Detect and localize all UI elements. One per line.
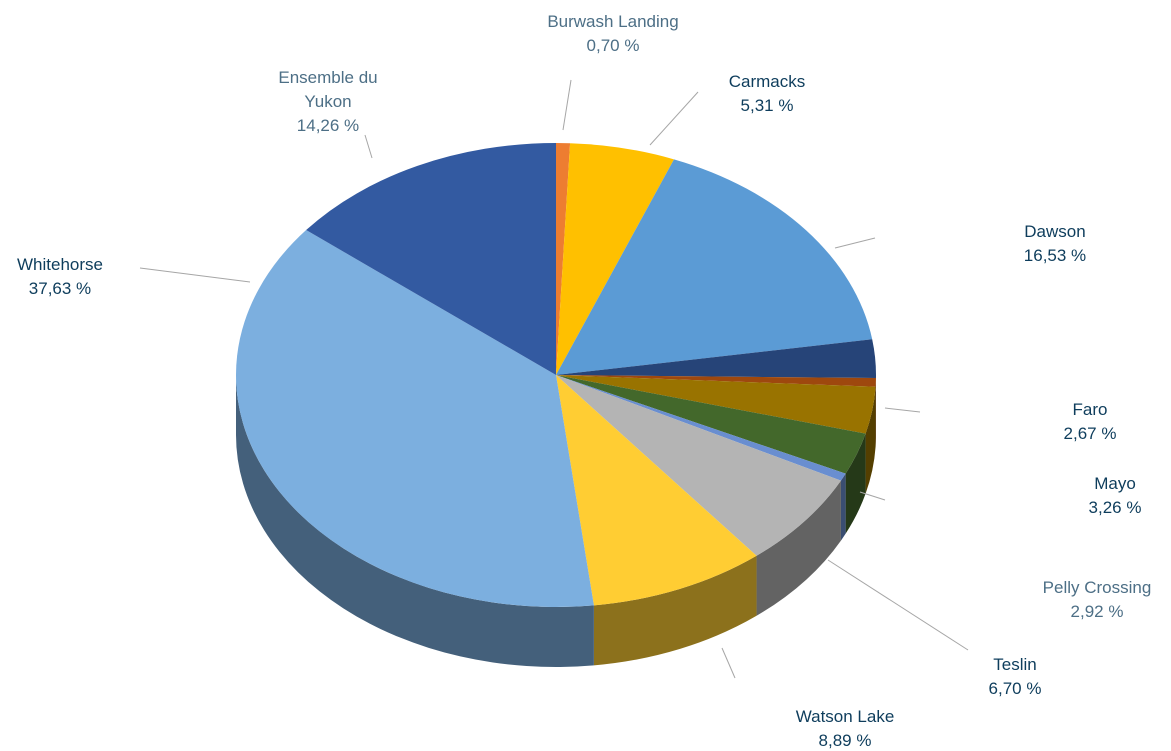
value-label: 16,53 % xyxy=(1023,246,1087,265)
slice-label: Pelly Crossing 2,92 % xyxy=(1017,576,1171,624)
category-label: Whitehorse xyxy=(17,255,103,274)
category-label: Burwash Landing xyxy=(547,12,679,31)
value-label: 2,92 % xyxy=(1070,602,1124,621)
slice xyxy=(556,339,876,379)
slice-label: Teslin 6,70 % xyxy=(955,653,1075,701)
slice xyxy=(556,375,866,474)
slice-side xyxy=(865,386,876,494)
slice xyxy=(556,375,841,556)
slice-side xyxy=(593,555,757,666)
value-label: 6,70 % xyxy=(988,679,1042,698)
value-label: 8,89 % xyxy=(818,731,872,750)
category-label: Pelly Crossing xyxy=(1042,578,1152,597)
slice-label: Dawson 16,53 % xyxy=(985,220,1125,268)
leader-line xyxy=(721,647,736,679)
slice-side xyxy=(236,375,594,667)
leader-line xyxy=(859,491,886,501)
slice-side xyxy=(845,433,866,534)
leader-line xyxy=(649,91,699,146)
leader-line xyxy=(139,267,251,283)
slice-label: Burwash Landing 0,70 % xyxy=(503,10,723,58)
value-label: 14,26 % xyxy=(296,116,360,135)
slice xyxy=(556,143,571,375)
slice xyxy=(556,143,674,375)
category-label: Teslin xyxy=(993,655,1037,674)
slice xyxy=(556,375,846,481)
leader-line xyxy=(827,559,969,651)
slice-label: Watson Lake 8,89 % xyxy=(765,705,925,751)
slice-label: Ensemble du Yukon 14,26 % xyxy=(263,66,393,138)
slice xyxy=(556,375,876,387)
slice xyxy=(306,143,556,375)
leader-line xyxy=(834,237,876,249)
slice-side xyxy=(840,473,846,541)
slice-label: Faro 2,67 % xyxy=(1030,398,1150,446)
category-label: Mayo xyxy=(1094,474,1136,493)
slice xyxy=(235,230,594,608)
slice-side xyxy=(756,480,841,616)
slice xyxy=(556,375,757,606)
category-label: Ensemble du Yukon xyxy=(278,68,378,111)
leader-line xyxy=(562,79,572,131)
value-label: 0,70 % xyxy=(586,36,640,55)
slice xyxy=(556,159,873,375)
category-label: Faro xyxy=(1072,400,1108,419)
value-label: 2,67 % xyxy=(1063,424,1117,443)
slice-label: Whitehorse 37,63 % xyxy=(0,253,120,301)
slice-label: Mayo 3,26 % xyxy=(1055,472,1171,520)
value-label: 5,31 % xyxy=(740,96,794,115)
slice-label: Carmacks 5,31 % xyxy=(687,70,847,118)
leader-line xyxy=(364,134,373,159)
leader-line xyxy=(884,407,921,413)
category-label: Watson Lake xyxy=(795,707,895,726)
slice xyxy=(556,375,876,434)
category-label: Carmacks xyxy=(728,72,806,91)
value-label: 37,63 % xyxy=(28,279,92,298)
value-label: 3,26 % xyxy=(1088,498,1142,517)
category-label: Dawson xyxy=(1024,222,1086,241)
